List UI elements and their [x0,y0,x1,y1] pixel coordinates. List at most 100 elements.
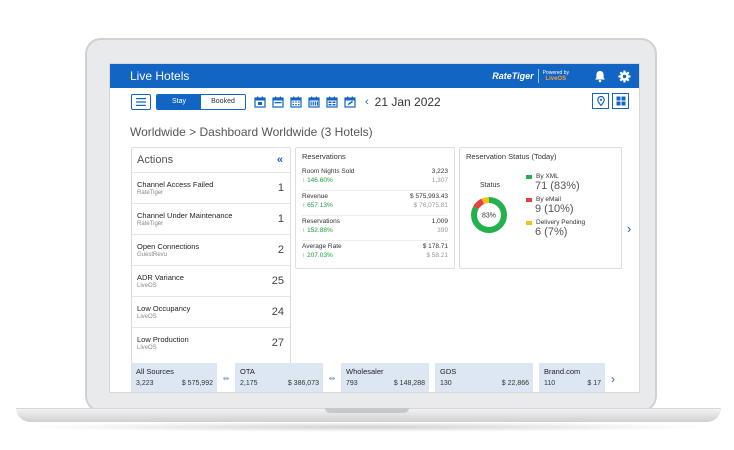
source-count: 793 [346,380,358,387]
status-label: Status [480,182,500,189]
action-item[interactable]: Low Production LiveOS 27 [132,327,290,358]
reservation-status-title: Reservation Status (Today) [466,152,557,161]
toolbar: Stay Booked ‹ 21 Jan 2022 [110,88,639,115]
actions-header: Actions « [132,148,290,172]
expand-icon[interactable]: ⇹ [323,363,341,392]
source-count: 110 [544,380,556,387]
previous-date-button[interactable]: ‹ [365,95,369,108]
action-source: LiveOS [137,314,157,320]
legend-swatch [526,197,532,202]
action-label: Low Production [137,335,189,344]
source-tile-ota[interactable]: OTA 2,175 $ 386,073 [235,363,323,392]
reservation-status-card[interactable]: Reservation Status (Today) Status 83% By… [459,147,622,269]
hamburger-icon [136,97,146,106]
status-legend: By XML 71 (83%) By eMail 9 (10%) Deliver… [526,173,585,242]
source-name: OTA [240,367,255,376]
metric-previous: 399 [437,227,448,234]
indicator-dark-segment [342,392,622,393]
donut-center-label: 83% [482,213,496,220]
source-indicator-bar [110,392,640,393]
legend-swatch [526,220,532,225]
action-label: Channel Access Failed [137,180,214,189]
up-arrow-icon: ↑ [302,177,306,184]
calendar-month-icon[interactable] [289,95,303,109]
brand-powered-top: Powered by [542,70,569,76]
metric-change-value: 146.60% [307,177,333,184]
breadcrumb: Worldwide > Dashboard Worldwide (3 Hotel… [130,125,373,139]
reservations-card[interactable]: Reservations Room Nights Sold 3,223 ↑ 146… [295,147,455,269]
expand-icon[interactable]: ⇹ [217,363,235,392]
metric-room-nights: Room Nights Sold 3,223 ↑ 146.60% 1,307 [302,166,448,191]
brand-powered-bottom: LiveOS [545,76,567,82]
source-name: GDS [440,367,457,376]
grid-view-button[interactable] [612,93,629,109]
metric-change-value: 657.13% [307,202,333,209]
action-item[interactable]: Low Occupancy LiveOS 24 [132,296,290,327]
action-count: 1 [277,213,284,225]
calendar-week-icon[interactable] [271,95,285,109]
action-label: Channel Under Maintenance [137,211,233,220]
legend-swatch [526,174,532,179]
action-source: RateTiger [137,190,164,196]
action-item[interactable]: Channel Under Maintenance RateTiger 1 [132,203,290,234]
legend-label: By eMail [536,196,561,203]
metric-change: ↑ 152.88% [302,226,333,235]
metric-average-rate: Average Rate $ 178.71 ↑ 207.03% $ 58.21 [302,241,448,266]
gear-icon[interactable] [617,69,631,83]
metric-change: ↑ 657.13% [302,201,333,210]
toggle-booked[interactable]: Booked [201,94,245,109]
metric-previous: $ 58.21 [426,252,448,259]
metric-change-value: 207.03% [307,252,333,259]
metric-label: Reservations [302,218,340,225]
action-item[interactable]: Channel Access Failed RateTiger 1 [132,172,290,203]
bell-icon[interactable] [593,69,607,83]
toggle-stay[interactable]: Stay [157,94,201,109]
source-tile-all[interactable]: All Sources 3,223 $ 575,992 [131,363,217,392]
sources-next-arrow-icon[interactable]: › [605,363,621,392]
source-amount: $ 386,073 [287,380,319,387]
metric-revenue: Revenue $ 575,993.43 ↑ 657.13% $ 76,075.81 [302,191,448,216]
actions-list: Channel Access Failed RateTiger 1 Channel … [132,172,290,358]
action-item[interactable]: Open Connections GuestRevu 2 [132,234,290,265]
metric-change-value: 152.88% [307,227,333,234]
source-name: All Sources [136,367,174,376]
source-tile-brand[interactable]: Brand.com 110 $ 17 [539,363,605,392]
actions-panel: Actions « Channel Access Failed RateTiger… [131,147,291,365]
brand-logo: RateTiger Powered by LiveOS [492,69,569,83]
source-tile-wholesaler[interactable]: Wholesaler 793 $ 148,288 [341,363,429,392]
legend-value: 9 (10%) [535,203,574,215]
calendar-range-icon[interactable] [307,95,321,109]
status-donut-chart: 83% [471,197,507,233]
source-count: 2,175 [240,380,258,387]
metric-change: ↑ 207.03% [302,251,333,260]
action-item[interactable]: ADR Variance LiveOS 25 [132,265,290,296]
brand-logo-text: RateTiger [492,71,534,81]
action-label: ADR Variance [137,273,184,282]
selected-date[interactable]: 21 Jan 2022 [374,94,441,109]
source-tile-gds[interactable]: GDS 130 $ 22,866 [435,363,533,392]
map-view-button[interactable] [592,93,609,109]
metric-previous: 1,307 [431,177,448,184]
action-label: Low Occupancy [137,304,191,313]
stay-booked-toggle: Stay Booked [156,93,246,110]
action-source: RateTiger [137,221,164,227]
action-source: LiveOS [137,345,157,351]
legend-item-email: By eMail 9 (10%) [526,196,585,215]
menu-button[interactable] [131,93,151,110]
legend-item-xml: By XML 71 (83%) [526,173,585,192]
calendar-year-icon[interactable] [325,95,339,109]
legend-label: By XML [536,173,559,180]
source-amount: $ 148,288 [393,380,425,387]
action-count: 1 [277,182,284,194]
calendar-edit-icon[interactable] [343,95,357,109]
metric-label: Average Rate [302,243,342,250]
indicator-active-segment [238,392,262,393]
next-card-arrow-icon[interactable]: › [627,221,632,236]
view-switcher [592,93,629,109]
brand-powered-by: Powered by LiveOS [543,70,569,82]
laptop-notch [325,408,409,413]
metric-label: Room Nights Sold [302,168,355,175]
calendar-day-icon[interactable] [253,95,267,109]
brand-divider [537,69,539,83]
collapse-icon[interactable]: « [276,154,283,166]
